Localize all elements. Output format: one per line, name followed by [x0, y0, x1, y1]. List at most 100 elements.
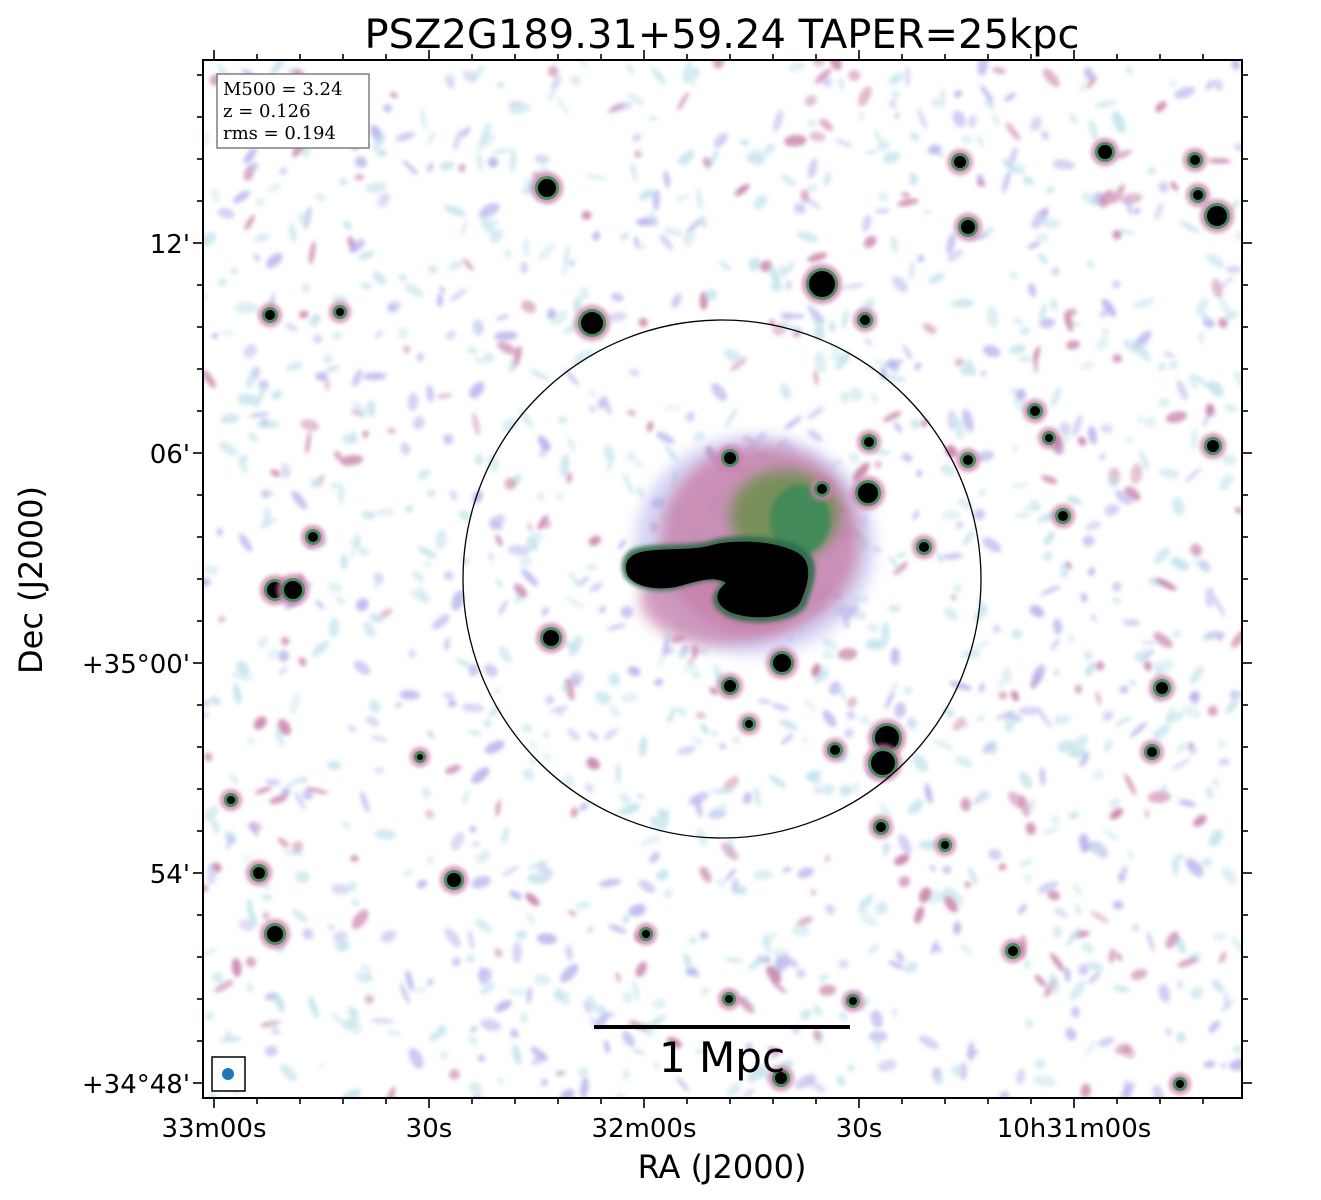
noise-blob — [1080, 1083, 1091, 1098]
noise-blob — [361, 511, 376, 520]
noise-blob — [1205, 80, 1214, 91]
noise-blob — [753, 194, 768, 210]
noise-blob — [1178, 799, 1197, 807]
noise-blob — [378, 608, 393, 619]
noise-blob — [633, 236, 640, 249]
noise-blob — [711, 729, 718, 738]
noise-blob — [723, 349, 742, 363]
noise-blob — [952, 717, 966, 731]
noise-blob — [549, 705, 569, 713]
noise-blob — [882, 410, 902, 423]
noise-blob — [238, 455, 248, 474]
noise-blob — [474, 321, 481, 337]
noise-blob — [254, 786, 272, 794]
noise-blob — [565, 596, 585, 609]
noise-blob — [1017, 706, 1042, 716]
noise-blob — [340, 553, 348, 570]
noise-blob — [874, 208, 891, 214]
noise-blob — [546, 308, 556, 320]
noise-blob — [998, 691, 1008, 700]
noise-blob — [498, 646, 512, 664]
noise-blob — [968, 867, 978, 886]
noise-blob — [849, 387, 863, 402]
noise-blob — [479, 202, 500, 218]
noise-blob — [946, 249, 964, 263]
noise-blob — [1112, 229, 1122, 240]
noise-blob — [1050, 386, 1062, 408]
source-core — [538, 179, 556, 197]
noise-blob — [874, 129, 884, 148]
noise-blob — [450, 832, 465, 851]
noise-blob — [949, 681, 972, 691]
noise-blob — [1025, 822, 1036, 835]
noise-blob — [461, 703, 485, 713]
noise-blob — [469, 825, 477, 834]
noise-blob — [220, 413, 240, 424]
noise-blob — [440, 1051, 449, 1060]
noise-blob — [569, 634, 583, 657]
noise-blob — [976, 450, 994, 462]
noise-blob — [427, 264, 438, 275]
noise-blob — [1042, 551, 1053, 562]
noise-blob — [291, 909, 308, 922]
noise-blob — [561, 267, 568, 275]
noise-blob — [252, 366, 261, 380]
noise-blob — [1065, 1027, 1077, 1041]
noise-blob — [494, 948, 503, 958]
noise-blob — [1009, 344, 1026, 354]
noise-blob — [402, 159, 419, 176]
noise-blob — [1069, 980, 1086, 1001]
noise-blob — [722, 776, 740, 792]
noise-blob — [279, 666, 288, 676]
noise-blob — [496, 341, 517, 355]
noise-blob — [1061, 431, 1070, 446]
noise-blob — [508, 358, 515, 374]
noise-blob — [540, 1078, 549, 1087]
noise-blob — [527, 872, 550, 885]
noise-blob — [627, 93, 645, 106]
noise-blob — [1230, 630, 1242, 649]
noise-blob — [246, 737, 256, 745]
source-core — [1045, 434, 1053, 442]
noise-blob — [495, 799, 501, 817]
noise-blob — [487, 157, 499, 168]
noise-blob — [712, 60, 725, 69]
noise-blob — [711, 803, 727, 818]
noise-blob — [819, 984, 837, 996]
noise-blob — [841, 283, 864, 290]
noise-blob — [1104, 504, 1120, 516]
noise-blob — [807, 252, 828, 263]
noise-blob — [1099, 309, 1108, 318]
noise-blob — [1189, 373, 1198, 390]
noise-blob — [853, 610, 867, 621]
noise-blob — [561, 684, 568, 692]
noise-blob — [297, 212, 312, 226]
noise-blob — [1112, 985, 1130, 993]
noise-blob — [1024, 872, 1032, 884]
noise-blob — [527, 522, 533, 532]
noise-blob — [262, 911, 271, 920]
noise-blob — [962, 408, 974, 433]
noise-blob — [408, 1047, 424, 1069]
noise-blob — [216, 528, 223, 536]
noise-blob — [1208, 1020, 1221, 1033]
noise-blob — [626, 409, 637, 416]
noise-blob — [822, 710, 837, 728]
noise-blob — [859, 111, 865, 122]
noise-blob — [319, 1062, 325, 1069]
noise-blob — [1125, 65, 1134, 76]
noise-blob — [588, 535, 602, 546]
noise-blob — [468, 1035, 478, 1046]
noise-blob — [282, 776, 303, 790]
noise-blob — [1031, 208, 1048, 230]
noise-blob — [870, 1009, 883, 1028]
noise-blob — [821, 638, 839, 650]
noise-blob — [555, 1071, 566, 1076]
noise-blob — [1155, 577, 1177, 591]
noise-blob — [1009, 386, 1017, 395]
noise-blob — [844, 604, 859, 620]
noise-blob — [1170, 758, 1191, 771]
noise-blob — [700, 987, 710, 996]
noise-blob — [1002, 158, 1017, 173]
noise-blob — [1027, 241, 1041, 250]
